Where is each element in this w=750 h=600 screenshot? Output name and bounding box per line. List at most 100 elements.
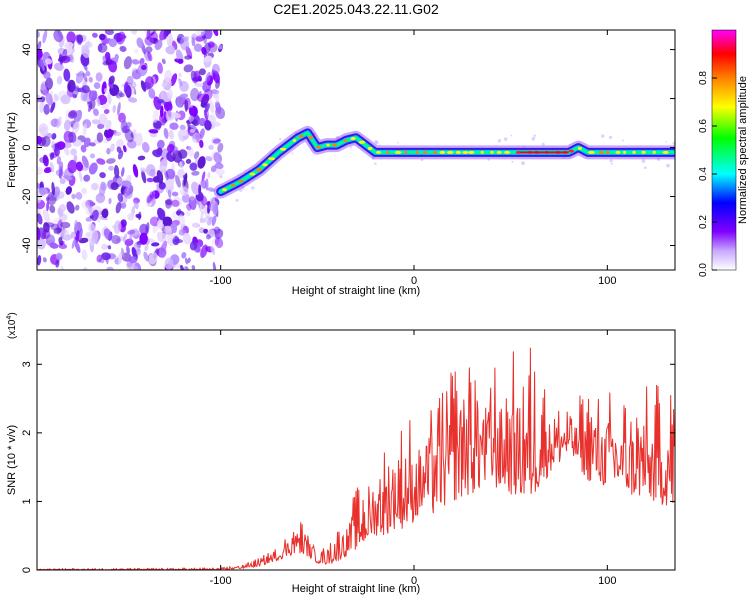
noise-blob	[37, 213, 43, 225]
noise-blob	[128, 256, 138, 264]
noise-blob	[49, 204, 56, 214]
noise-blob	[166, 33, 173, 47]
noise-blob	[78, 169, 83, 183]
noise-blob	[37, 255, 42, 266]
noise-blob	[215, 100, 222, 115]
noise-blob	[85, 199, 94, 209]
noise-blob	[81, 155, 89, 168]
noise-speckle	[235, 198, 239, 202]
noise-speckle	[610, 162, 613, 165]
noise-blob	[184, 257, 189, 265]
noise-blob	[191, 132, 201, 143]
noise-blob	[207, 172, 211, 179]
noise-blob	[100, 181, 107, 191]
noise-blob	[75, 192, 83, 200]
noise-blob	[42, 257, 47, 263]
noise-blob	[66, 31, 77, 44]
noise-blob	[103, 108, 110, 115]
noise-blob	[157, 62, 163, 74]
noise-blob	[179, 161, 183, 169]
noise-blob	[93, 82, 101, 89]
track-hotspot	[468, 150, 475, 154]
noise-blob	[200, 244, 208, 258]
noise-speckle	[666, 163, 670, 168]
snr-background	[37, 330, 675, 570]
noise-blob	[218, 44, 223, 50]
track-hotspot	[433, 150, 438, 154]
noise-blob	[141, 81, 151, 91]
noise-blob	[58, 213, 68, 222]
colorbar-tick-label: 0.0	[698, 263, 709, 277]
noise-blob	[196, 93, 207, 103]
noise-blob	[212, 261, 217, 270]
track-hotspot	[615, 150, 621, 154]
noise-blob	[101, 243, 108, 250]
noise-blob	[168, 129, 174, 140]
track-hotspot	[350, 137, 356, 140]
noise-blob	[183, 64, 194, 73]
track-hotspot	[415, 150, 419, 154]
noise-blob	[64, 147, 70, 156]
noise-blob	[213, 152, 223, 164]
noise-blob	[171, 199, 180, 207]
noise-blob	[89, 142, 96, 147]
noise-blob	[51, 140, 55, 151]
noise-blob	[102, 55, 107, 62]
noise-blob	[148, 88, 156, 99]
noise-blob	[42, 30, 48, 44]
noise-blob	[208, 201, 218, 212]
noise-blob	[141, 170, 147, 184]
noise-blob	[182, 232, 192, 245]
noise-blob	[154, 39, 163, 50]
noise-blob	[83, 137, 91, 148]
noise-blob	[147, 51, 153, 62]
track-hotspot	[480, 150, 484, 154]
track-hotspot	[231, 183, 236, 187]
noise-blob	[124, 238, 134, 247]
chart-title: C2E1.2025.043.22.11.G02	[273, 1, 439, 17]
noise-blob	[49, 162, 55, 173]
noise-blob	[73, 154, 78, 163]
snr-y-tick-label: 3	[21, 361, 33, 367]
noise-blob	[177, 58, 184, 64]
noise-blob	[109, 145, 115, 151]
spectrogram-x-tick-label: 0	[411, 275, 417, 287]
spectrogram-x-axis-label: Height of straight line (km)	[292, 285, 420, 297]
noise-blob	[74, 204, 80, 211]
noise-blob	[188, 196, 197, 210]
noise-blob	[56, 156, 62, 165]
noise-blob	[107, 92, 112, 105]
noise-blob	[126, 75, 134, 85]
noise-blob	[82, 123, 87, 137]
noise-blob	[70, 148, 77, 156]
noise-blob	[164, 69, 173, 83]
noise-blob	[99, 172, 106, 179]
noise-speckle	[374, 162, 377, 165]
noise-blob	[159, 165, 167, 173]
noise-blob	[121, 167, 125, 177]
track-hotspot	[332, 143, 337, 147]
noise-blob	[88, 90, 97, 102]
noise-blob	[122, 125, 130, 134]
noise-blob	[81, 85, 90, 94]
noise-blob	[151, 242, 160, 247]
noise-blob	[171, 112, 181, 119]
noise-blob	[167, 239, 173, 245]
noise-blob	[195, 30, 205, 37]
track-hotspot	[641, 150, 646, 154]
noise-blob	[76, 34, 84, 44]
noise-blob	[190, 70, 198, 84]
noise-blob	[182, 174, 188, 180]
noise-blob	[120, 119, 126, 127]
noise-blob	[110, 182, 119, 191]
noise-blob	[74, 219, 78, 234]
noise-blob	[129, 264, 139, 270]
noise-blob	[203, 30, 210, 35]
track-hotspot	[568, 149, 574, 153]
noise-blob	[204, 119, 212, 131]
noise-blob	[81, 249, 88, 261]
noise-blob	[179, 37, 190, 51]
noise-blob	[136, 37, 144, 49]
track-hotspot	[367, 147, 373, 150]
noise-speckle	[621, 139, 624, 142]
